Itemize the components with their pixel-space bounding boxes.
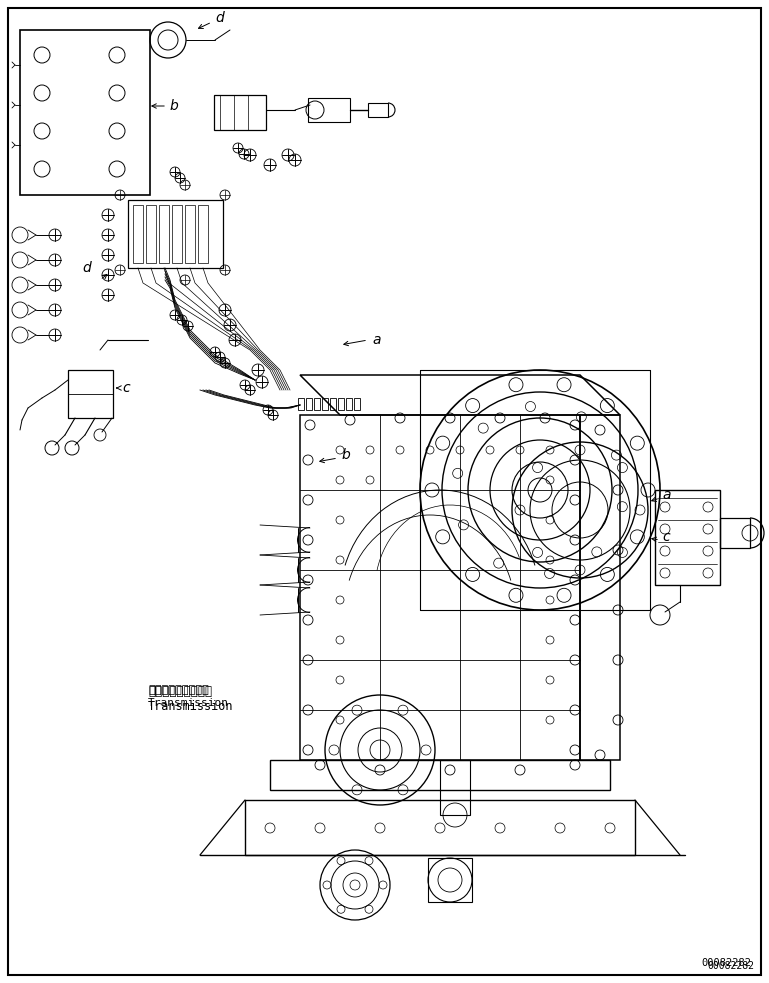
Bar (308, 98, 350, 122)
Bar (146, 205, 156, 263)
Bar (20, 30, 150, 195)
Text: c: c (122, 381, 130, 395)
Bar (245, 800, 635, 855)
Text: Transmission: Transmission (148, 698, 229, 708)
Text: b: b (342, 448, 351, 462)
Text: a: a (662, 488, 671, 502)
Bar (655, 490, 720, 585)
Bar (428, 858, 472, 902)
Bar (368, 103, 388, 117)
Text: トランスミッション: トランスミッション (148, 685, 212, 698)
Text: d: d (82, 261, 91, 275)
Bar (133, 205, 143, 263)
Bar (128, 200, 223, 268)
Bar (322, 398, 328, 410)
Text: b: b (170, 99, 178, 113)
Text: トランスミッション: トランスミッション (148, 685, 208, 695)
Bar (338, 398, 344, 410)
Bar (720, 518, 750, 548)
Bar (354, 398, 360, 410)
Bar (330, 398, 336, 410)
Bar (346, 398, 352, 410)
Text: c: c (662, 530, 670, 544)
Text: 00082282: 00082282 (707, 961, 754, 971)
Bar (298, 398, 304, 410)
Bar (214, 95, 266, 130)
Text: Transmission: Transmission (148, 700, 234, 713)
Bar (198, 205, 208, 263)
Text: d: d (215, 11, 224, 25)
Bar (306, 398, 312, 410)
Text: 00082282: 00082282 (701, 958, 751, 968)
Text: a: a (372, 333, 381, 347)
Bar (185, 205, 195, 263)
Bar (172, 205, 182, 263)
Bar (314, 398, 320, 410)
Bar (159, 205, 169, 263)
Bar (68, 370, 113, 418)
Bar (270, 760, 610, 790)
Bar (440, 760, 470, 815)
